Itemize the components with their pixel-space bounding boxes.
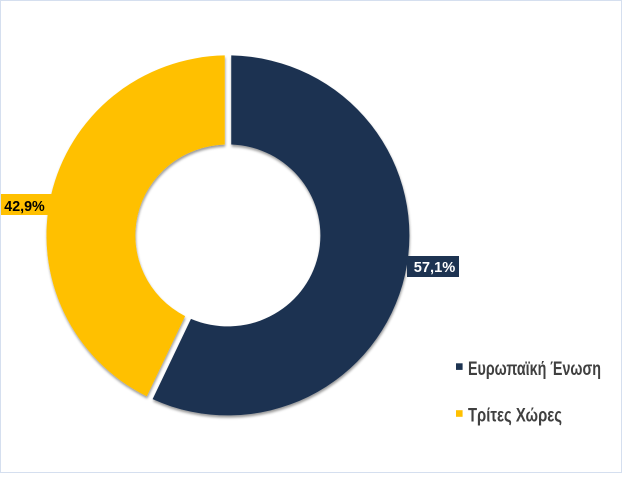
- svg-text:Τρίτες Χώρες: Τρίτες Χώρες: [468, 406, 562, 427]
- svg-text:57,1%: 57,1%: [414, 259, 456, 276]
- svg-text:Ευρωπαϊκή Ένωση: Ευρωπαϊκή Ένωση: [468, 359, 601, 380]
- svg-text:42,9%: 42,9%: [4, 198, 45, 215]
